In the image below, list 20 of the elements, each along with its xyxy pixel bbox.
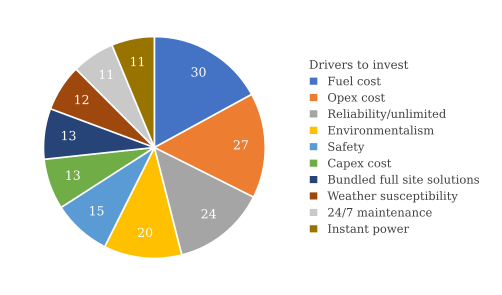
legend-label: Bundled full site solutions xyxy=(328,174,480,184)
data-label: 12 xyxy=(75,94,88,104)
legend-label: 24/7 maintenance xyxy=(328,208,432,218)
legend-label: Instant power xyxy=(328,224,410,236)
legend-label: Safety xyxy=(328,142,364,154)
data-label: 24 xyxy=(202,209,216,218)
data-label: 20 xyxy=(138,228,152,238)
data-label: 11 xyxy=(131,56,144,66)
legend-label: Environmentalism xyxy=(328,126,434,135)
data-label: 27 xyxy=(234,140,248,150)
legend-label: Capex cost xyxy=(328,158,392,170)
data-label: 15 xyxy=(90,206,104,216)
data-label: 30 xyxy=(192,67,206,77)
data-label: 13 xyxy=(66,170,80,180)
legend-label: Reliability/unlimited xyxy=(328,109,446,120)
legend-label: Fuel cost xyxy=(328,76,381,86)
legend-label: Opex cost xyxy=(328,92,386,104)
data-label: 13 xyxy=(62,130,76,140)
legend-label: Weather susceptibility xyxy=(327,191,458,202)
legend-title: Drivers to invest xyxy=(310,60,408,69)
